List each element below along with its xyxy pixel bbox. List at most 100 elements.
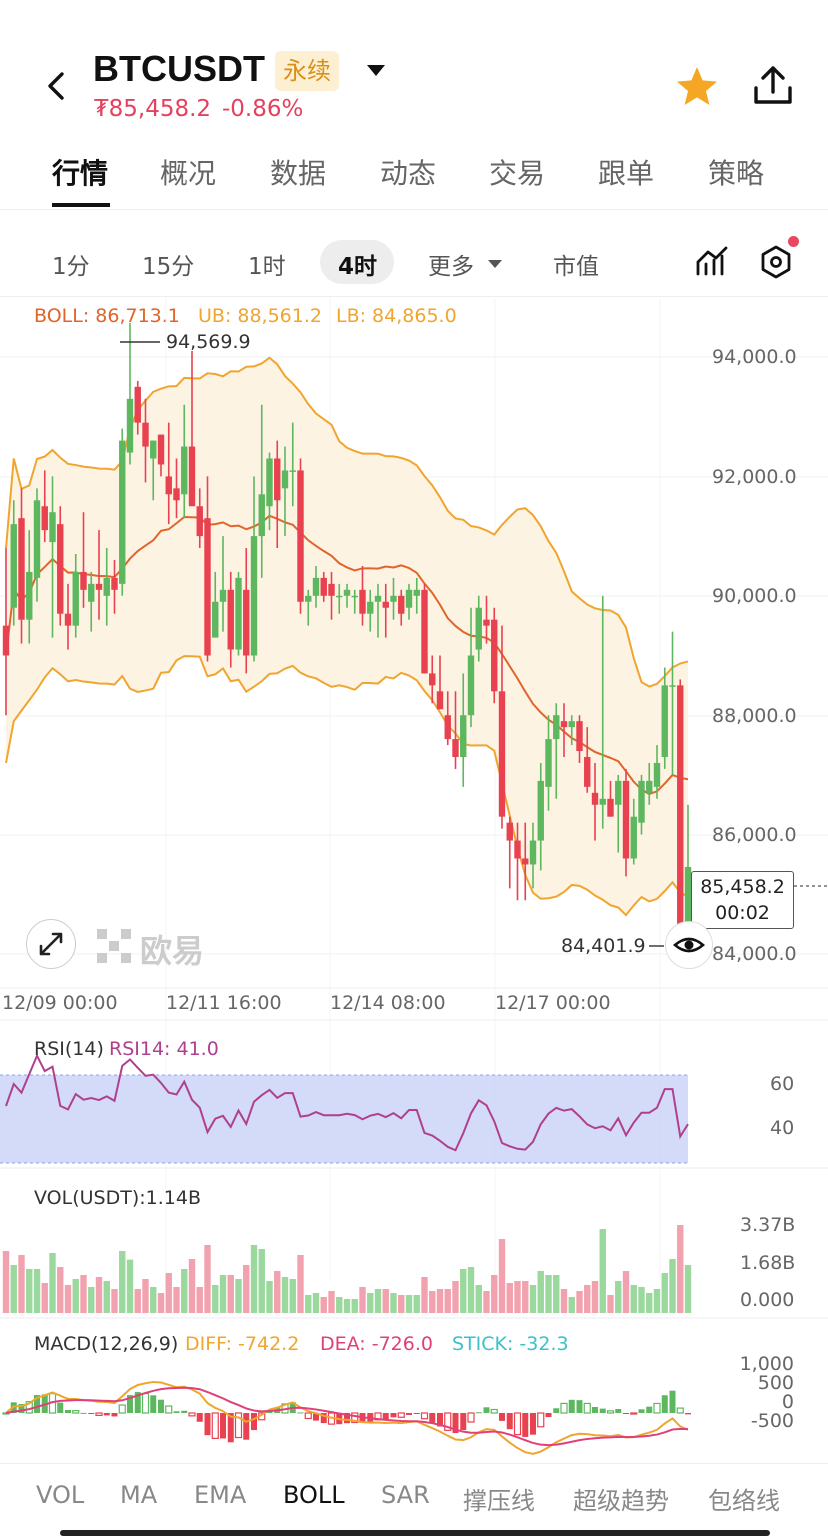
candle-body [297, 470, 304, 602]
candle-body [421, 589, 428, 674]
boll-mid-label: BOLL: 86,713.1 [34, 305, 180, 327]
boll-band-fill [6, 357, 688, 916]
volume-bar [382, 1289, 389, 1313]
candle-body [165, 476, 172, 495]
candle-body [576, 721, 583, 752]
candle-body [281, 470, 289, 489]
candle-body [506, 822, 513, 841]
macd-stick [437, 1413, 443, 1427]
candle-body [103, 577, 110, 596]
volume-bar [49, 1253, 56, 1313]
boll-ub-label: UB: 88,561.2 [198, 305, 322, 327]
candle-body [10, 524, 17, 608]
candle-body [266, 458, 273, 507]
interval-3[interactable]: 4时 [338, 254, 378, 280]
volume-bar [103, 1281, 110, 1313]
volume-bar [413, 1295, 420, 1313]
tab-0[interactable]: 行情 [52, 157, 109, 190]
volume-bar [576, 1291, 583, 1313]
volume-bar [405, 1295, 413, 1313]
candle-body [491, 619, 498, 692]
indicator-7[interactable]: 包络线 [708, 1487, 780, 1515]
tab-1[interactable]: 概况 [160, 157, 217, 190]
candle-body [305, 595, 312, 602]
volume-bar [599, 1229, 606, 1313]
symbol-dropdown-icon[interactable] [364, 62, 388, 80]
macd-stick [80, 1412, 87, 1414]
candle-body [80, 571, 87, 590]
time-axis-label: 12/14 08:00 [330, 992, 446, 1014]
indicator-5[interactable]: 撑压线 [463, 1487, 535, 1515]
volume-bar [351, 1299, 358, 1313]
volume-bar [95, 1277, 103, 1313]
candle-body [188, 446, 196, 507]
interval-1[interactable]: 15分 [142, 254, 195, 280]
macd-stick [65, 1410, 71, 1413]
macd-stick [452, 1413, 459, 1434]
symbol-title[interactable]: BTCUSDT [93, 48, 265, 89]
macd-stick [413, 1413, 420, 1414]
tab-6[interactable]: 策略 [708, 157, 765, 190]
candle-body [359, 589, 366, 614]
candle-body [568, 721, 575, 728]
macd-stick [320, 1413, 327, 1424]
interval-0[interactable]: 1分 [52, 254, 90, 280]
candle-body [444, 715, 451, 740]
indicator-4[interactable]: SAR [381, 1481, 430, 1509]
volume-bar [630, 1285, 637, 1313]
visibility-toggle[interactable] [665, 921, 713, 969]
candle-body [367, 601, 374, 614]
volume-bar [243, 1265, 250, 1313]
macd-stick [165, 1405, 173, 1414]
volume-bar [591, 1281, 599, 1313]
favorite-star-icon[interactable] [674, 64, 720, 110]
chart-settings-icon[interactable] [758, 244, 794, 280]
tab-4[interactable]: 交易 [489, 157, 546, 190]
indicator-0[interactable]: VOL [36, 1481, 85, 1509]
volume-bar [506, 1283, 513, 1313]
volume-bar [289, 1279, 296, 1313]
macd-stick [118, 1404, 126, 1414]
rsi-line [5, 1053, 689, 1152]
volume-bar [669, 1259, 676, 1313]
tab-3[interactable]: 动态 [380, 157, 437, 190]
candle-body [553, 715, 560, 740]
macd-stick [127, 1395, 133, 1413]
tab-2[interactable]: 数据 [270, 157, 327, 190]
indicator-settings-icon[interactable] [694, 242, 730, 278]
volume-bar [274, 1271, 281, 1313]
rsi-axis-label: 40 [770, 1117, 795, 1139]
indicator-3[interactable]: BOLL [283, 1481, 345, 1509]
candle-body [95, 583, 103, 590]
indicator-2[interactable]: EMA [194, 1481, 247, 1509]
macd-stick [623, 1413, 629, 1414]
macd-stick [313, 1413, 319, 1421]
expand-icon [39, 932, 63, 956]
kline-chart[interactable] [0, 296, 828, 1466]
macd-stick [397, 1412, 405, 1418]
indicator-6[interactable]: 超级趋势 [573, 1487, 669, 1515]
volume-bar [553, 1275, 560, 1313]
more-dropdown-icon[interactable] [486, 255, 504, 268]
candle-body [173, 488, 180, 501]
candle-body [522, 858, 529, 865]
volume-bar [10, 1265, 17, 1313]
fullscreen-button[interactable] [26, 919, 76, 969]
candle-body [529, 840, 537, 865]
candle-body [181, 446, 188, 495]
macd-stick [676, 1407, 684, 1414]
candle-body [235, 577, 242, 650]
volume-bar [545, 1275, 552, 1313]
indicator-1[interactable]: MA [120, 1481, 158, 1509]
interval-2[interactable]: 1时 [248, 254, 286, 280]
macd-stick [188, 1412, 196, 1417]
back-button[interactable] [36, 62, 76, 110]
interval-5[interactable]: 市值 [553, 254, 599, 280]
macd-stick [583, 1402, 591, 1414]
macd-stick [243, 1413, 250, 1440]
macd-stick [344, 1413, 350, 1424]
tab-5[interactable]: 跟单 [598, 157, 655, 190]
share-icon[interactable] [750, 62, 796, 108]
interval-4[interactable]: 更多 [428, 254, 474, 280]
price-axis-label: 86,000.0 [712, 824, 797, 846]
